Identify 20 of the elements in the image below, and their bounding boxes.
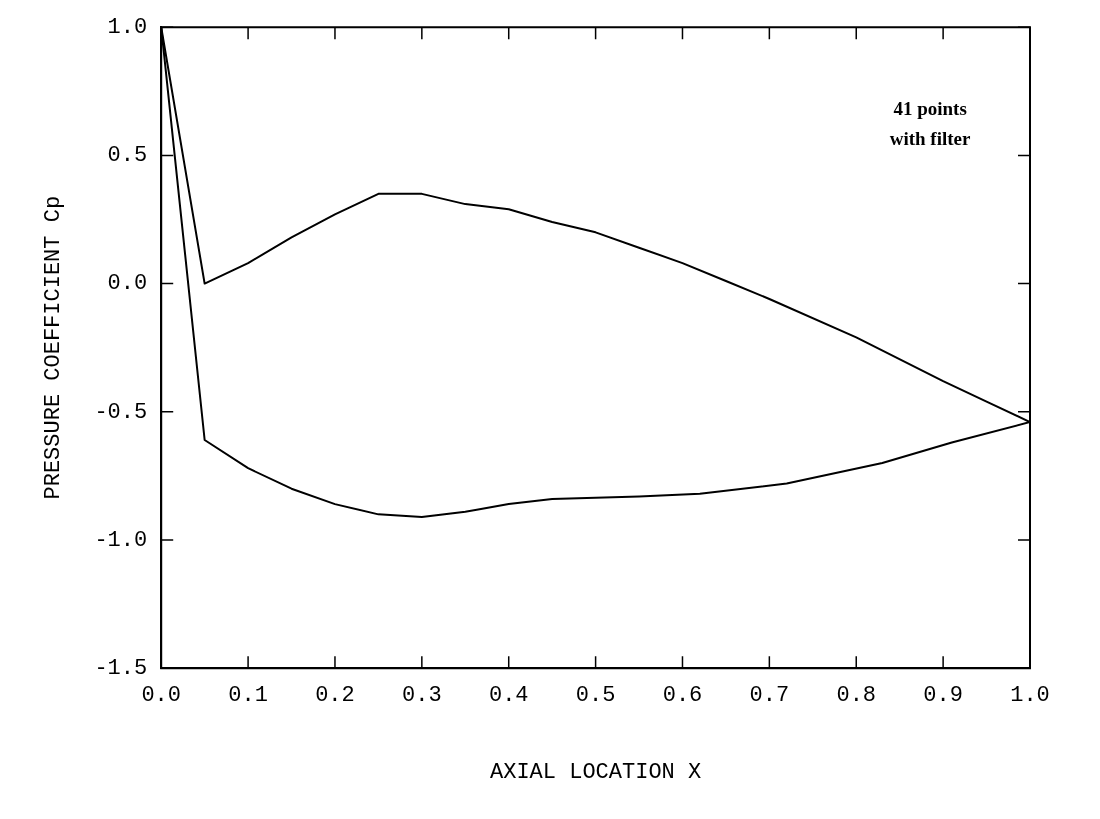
x-tick-label: 0.1: [228, 683, 268, 709]
y-tick-label: -1.0: [94, 527, 148, 553]
x-tick-label: 0.7: [749, 683, 790, 709]
y-tick-label: 0.5: [107, 143, 148, 169]
y-tick-label: 0.0: [107, 271, 148, 297]
x-tick-label: 0.0: [141, 683, 182, 709]
x-tick-label: 0.4: [488, 683, 529, 709]
x-tick-label: 0.8: [836, 683, 877, 709]
y-tick-label: 1.0: [107, 15, 148, 41]
y-tick-label: -1.5: [94, 656, 148, 682]
x-tick-label: 0.6: [662, 683, 703, 709]
x-tick-label: 1.0: [1010, 683, 1050, 709]
x-tick-label: 0.2: [315, 683, 355, 709]
y-tick-label: -0.5: [94, 399, 148, 425]
x-tick-label: 0.5: [575, 683, 616, 709]
y-axis-title: PRESSURE COEFFICIENT Cp: [41, 195, 67, 500]
x-tick-label: 0.3: [402, 683, 442, 709]
x-axis-title: AXIAL LOCATION X: [489, 759, 702, 785]
x-tick-label: 0.9: [923, 683, 963, 709]
annotation: 41 points with filter: [889, 98, 972, 150]
